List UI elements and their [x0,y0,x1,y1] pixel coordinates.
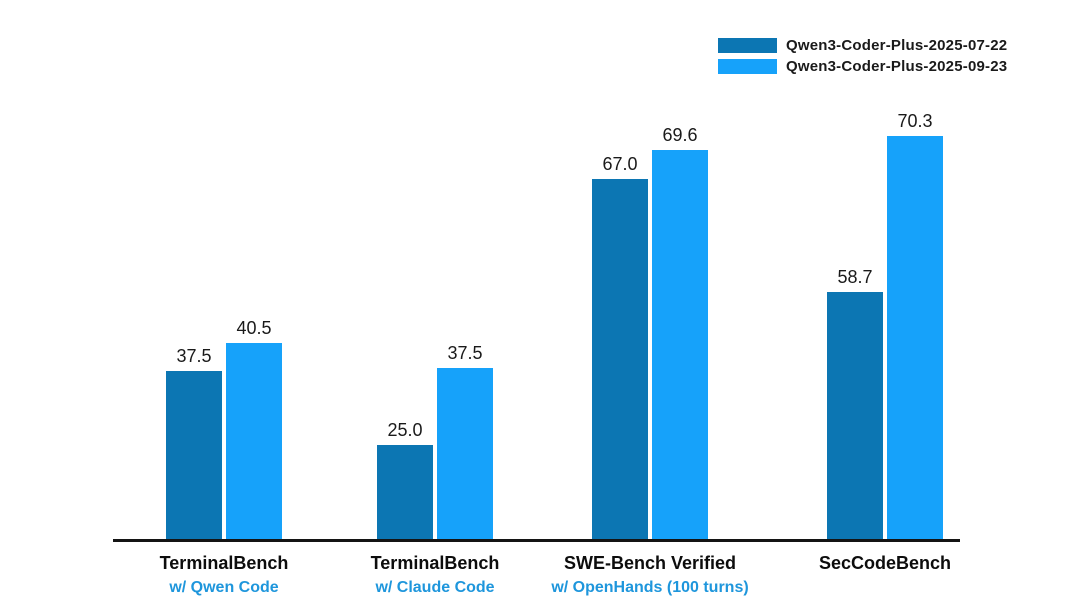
category-subtitle: w/ OpenHands (100 turns) [551,579,749,596]
bar-value-label: 40.5 [236,318,272,338]
legend-item: Qwen3-Coder-Plus-2025-07-22 [718,38,1007,53]
bar-group2-series1 [652,150,708,539]
x-axis-line [113,539,960,542]
bar-value-label: 69.6 [662,125,698,145]
bar-group1-series0 [377,445,433,539]
bar-group0-series0 [166,371,222,539]
bar-value-label: 25.0 [387,420,423,440]
legend-item: Qwen3-Coder-Plus-2025-09-23 [718,59,1007,74]
legend-swatch-light-blue [718,59,777,74]
category-title: SWE-Bench Verified [563,553,737,573]
bar-group0-series1 [226,343,282,539]
category-title: TerminalBench [159,553,289,573]
bar-value-label: 37.5 [176,346,212,366]
bar-group2-series0 [592,179,648,539]
bar-group1-series1 [437,368,493,539]
bar-value-label: 37.5 [447,343,483,363]
bar-value-label: 70.3 [897,111,933,131]
bar-value-label: 58.7 [837,267,873,287]
bar-group3-series0 [827,292,883,539]
bar-group3-series1 [887,136,943,539]
category-title: SecCodeBench [818,553,952,573]
category-subtitle: w/ Qwen Code [169,579,279,596]
legend-label: Qwen3-Coder-Plus-2025-09-23 [786,58,1008,75]
category-subtitle: w/ Claude Code [375,579,495,596]
category-title: TerminalBench [370,553,500,573]
legend-label: Qwen3-Coder-Plus-2025-07-22 [786,37,1008,54]
legend-swatch-dark-blue [718,38,777,53]
legend: Qwen3-Coder-Plus-2025-07-22 Qwen3-Coder-… [718,38,1007,80]
bar-value-label: 67.0 [602,154,638,174]
